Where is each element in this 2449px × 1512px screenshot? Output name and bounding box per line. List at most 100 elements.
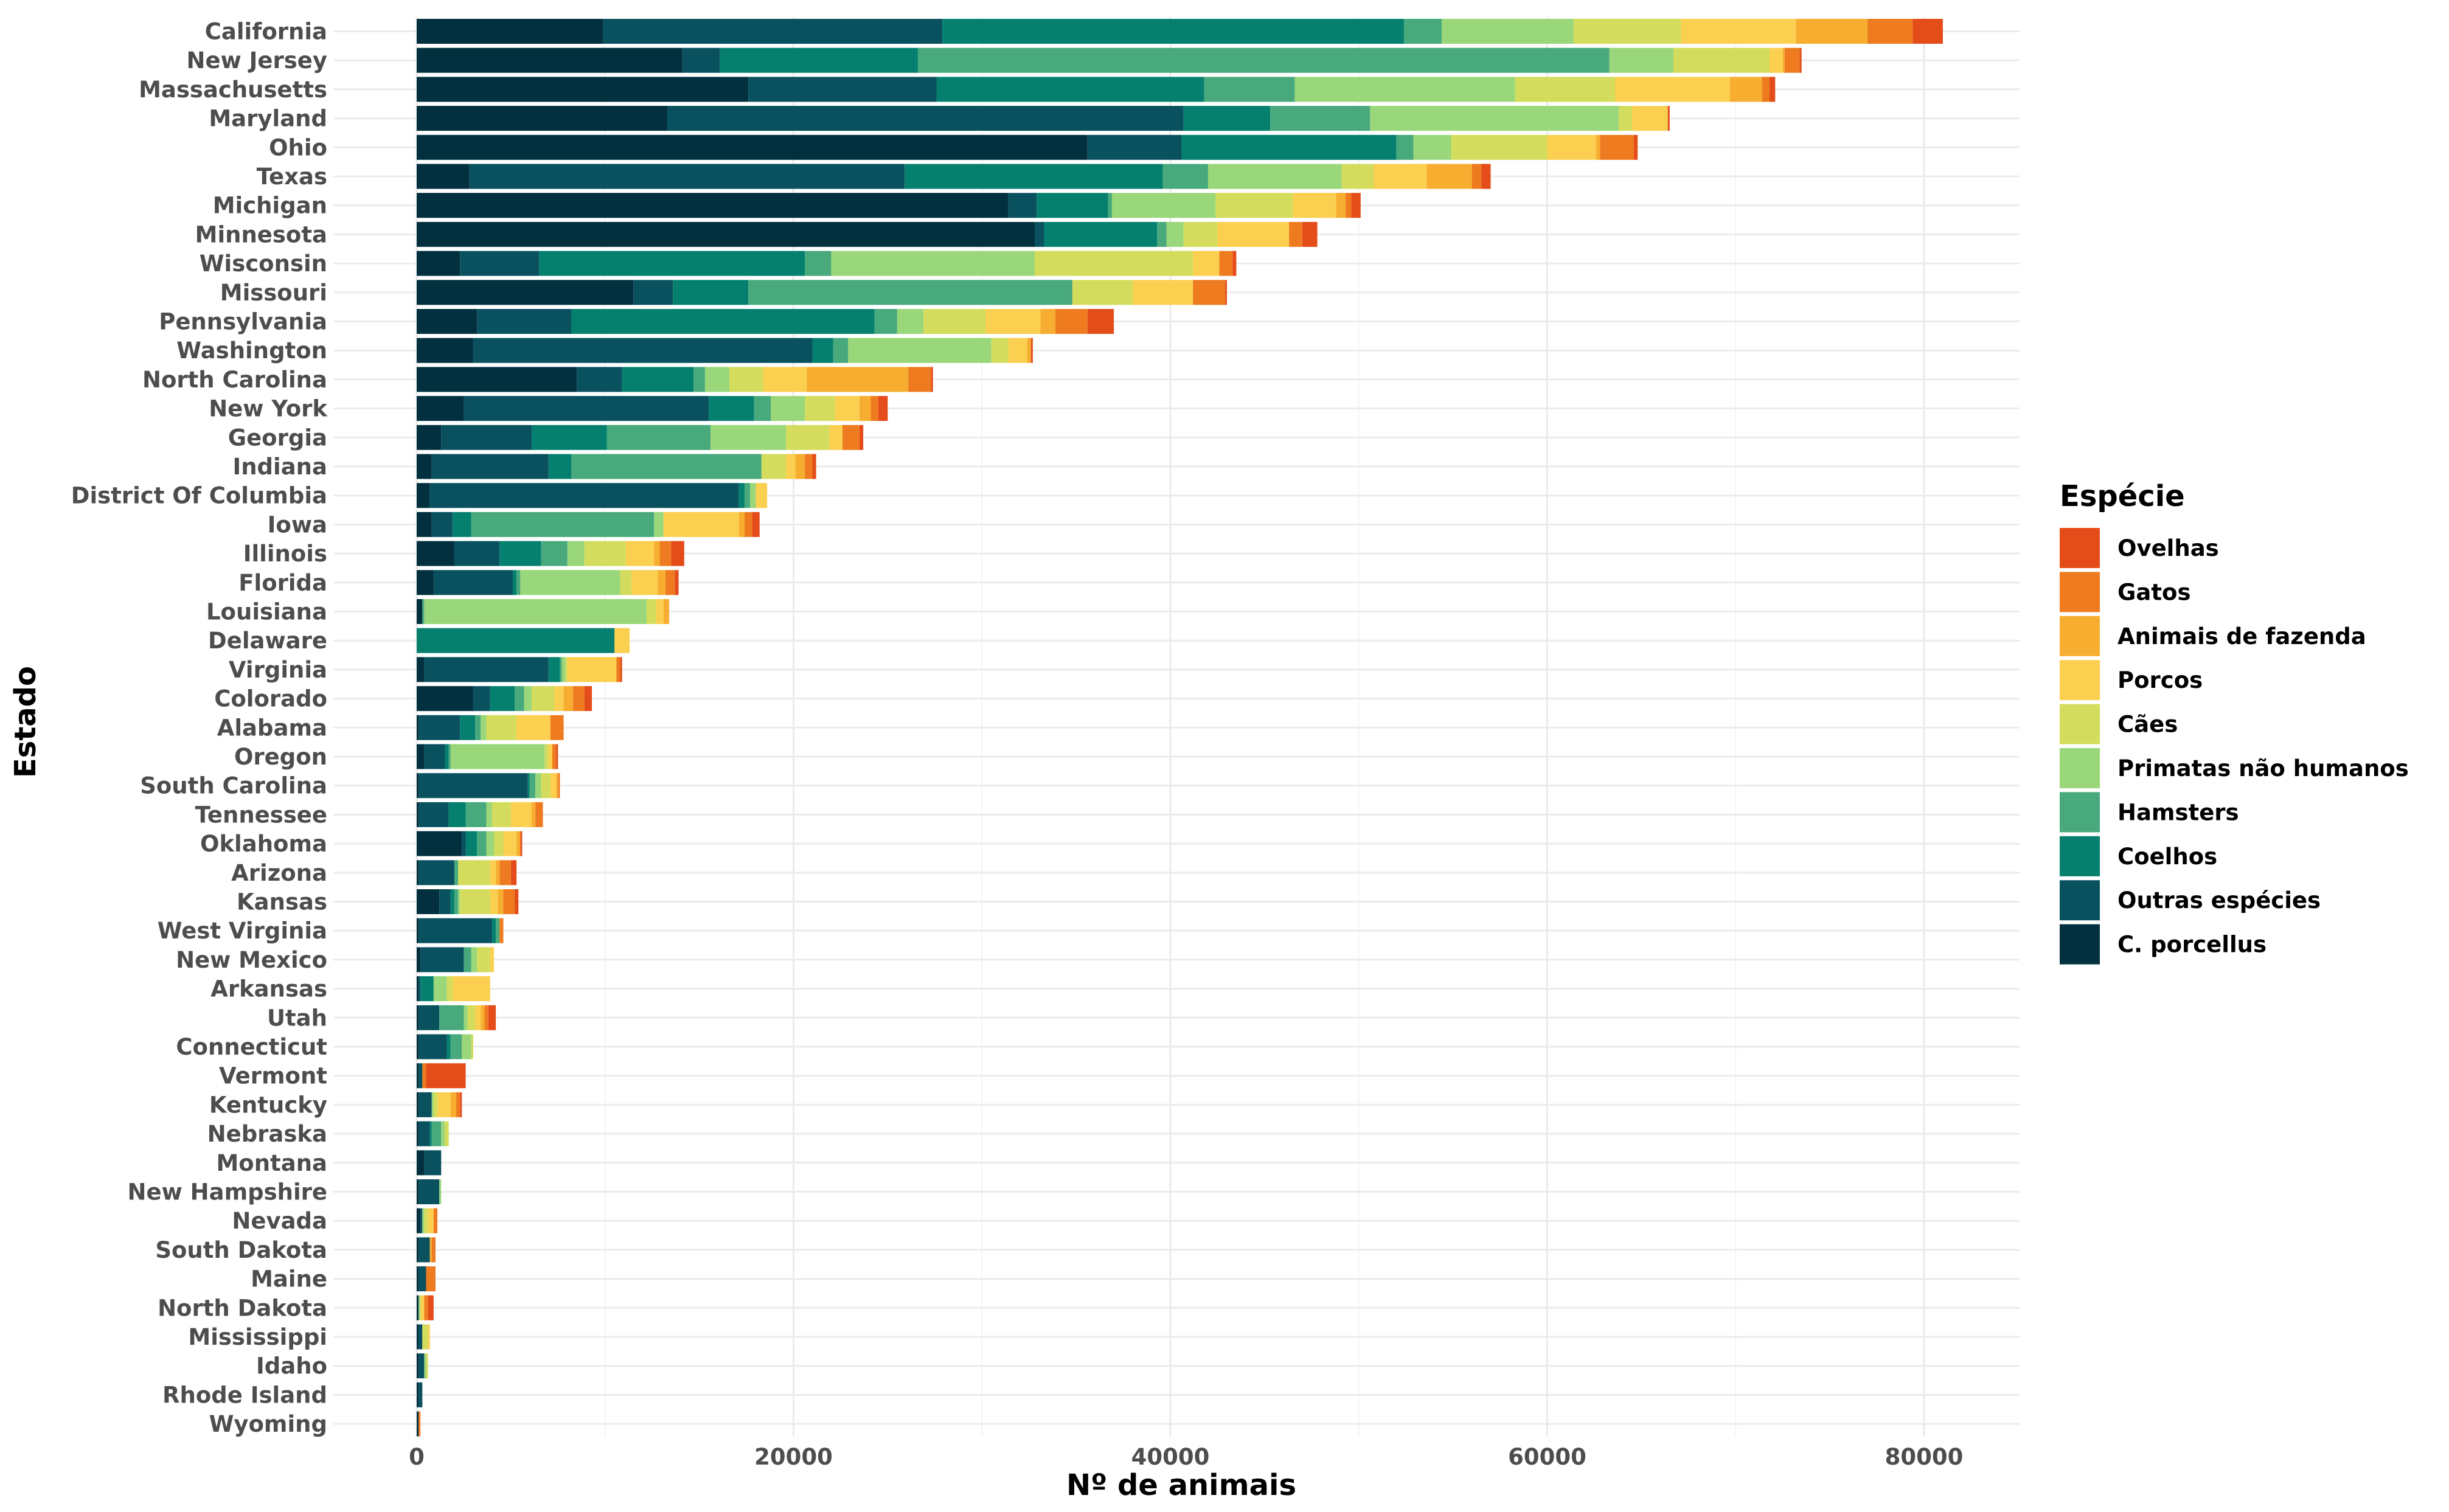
bar-segment-outras-esp-cies: [1008, 193, 1037, 218]
bar-segment-outras-esp-cies: [433, 570, 513, 595]
bar-row-indiana: [417, 454, 816, 479]
bar-segment-hamsters: [431, 1121, 442, 1146]
bar-row-new-jersey: [417, 47, 1802, 73]
bar-segment-outras-esp-cies: [419, 1121, 430, 1146]
bar-segment-ovelhas: [1770, 77, 1776, 102]
bar-segment-coelhos: [531, 425, 607, 450]
bar-segment-primatas-n-o-humanos: [535, 773, 541, 799]
bar-segment-coelhos: [1183, 106, 1271, 131]
y-tick-label: Colorado: [214, 686, 327, 712]
bar-segment-porcos: [835, 396, 860, 421]
bar-segment-porcos: [428, 1324, 430, 1350]
bar-segment-primatas-n-o-humanos: [704, 367, 730, 392]
bar-row-connecticut: [417, 1034, 473, 1059]
bar-row-new-york: [417, 396, 888, 421]
bar-segment-c-porcellus: [417, 541, 454, 566]
bar-segment-gatos: [659, 541, 672, 566]
bar-segment-c-porcellus: [417, 1121, 419, 1146]
y-tick-label: Mississippi: [188, 1324, 327, 1350]
bar-segment-porcos: [550, 773, 557, 799]
bar-row-kentucky: [417, 1092, 462, 1117]
y-tick-label: Texas: [257, 164, 327, 190]
bar-segment-hamsters: [571, 454, 762, 479]
bar-segment-primatas-n-o-humanos: [486, 802, 492, 827]
y-tick-label: Louisiana: [206, 599, 327, 625]
bar-segment-primatas-n-o-humanos: [1166, 221, 1184, 247]
bar-segment-gatos: [1193, 280, 1225, 305]
legend-label: Outras espécies: [2117, 887, 2321, 914]
bar-segment-hamsters: [454, 860, 459, 886]
bar-segment-coelhos: [548, 454, 571, 479]
bar-segment-gatos: [503, 889, 515, 914]
bar-segment-gatos: [422, 1063, 426, 1089]
bar-segment-coelhos: [492, 918, 496, 943]
bar-segment-c-porcellus: [417, 47, 683, 73]
bar-segment-c-es: [729, 367, 763, 392]
bar-segment-hamsters: [422, 599, 425, 624]
legend-swatch: [2060, 528, 2100, 568]
bar-segment-c-es: [471, 1034, 473, 1059]
bar-segment-hamsters: [448, 744, 451, 769]
bar-segment-c-es: [991, 338, 1009, 363]
bar-segment-c-es: [565, 657, 568, 682]
legend-swatch: [2060, 704, 2100, 744]
y-tick-label: Maine: [251, 1266, 327, 1292]
y-tick-label: California: [205, 19, 327, 45]
bar-segment-ovelhas: [1224, 280, 1227, 305]
bar-segment-porcos: [1681, 19, 1796, 44]
y-tick-label: Nevada: [232, 1208, 327, 1234]
bar-segment-c-es: [477, 947, 490, 973]
bar-row-virginia: [417, 657, 622, 682]
bar-segment-primatas-n-o-humanos: [520, 570, 620, 595]
bar-segment-c-porcellus: [417, 1237, 419, 1263]
bar-segment-hamsters: [744, 483, 751, 508]
bar-segment-primatas-n-o-humanos: [462, 1034, 471, 1059]
bar-segment-outras-esp-cies: [473, 686, 490, 712]
bar-segment-c-porcellus: [417, 1353, 419, 1379]
bar-segment-primatas-n-o-humanos: [1442, 19, 1574, 44]
y-tick-label: Maryland: [209, 106, 327, 132]
bar-segment-gatos: [558, 773, 560, 799]
bar-segment-gatos: [499, 918, 504, 943]
x-axis-title: Nº de animais: [1066, 1468, 1296, 1502]
bar-segment-porcos: [1293, 193, 1336, 218]
bar-segment-hamsters: [1162, 164, 1208, 189]
bar-segment-coelhos: [490, 686, 515, 712]
bar-segment-outras-esp-cies: [473, 338, 813, 363]
bar-segment-porcos: [420, 1295, 425, 1320]
bar-segment-coelhos: [429, 1121, 432, 1146]
bar-segment-coelhos: [445, 744, 449, 769]
bar-segment-animais-de-fazenda: [654, 541, 660, 566]
bar-segment-primatas-n-o-humanos: [471, 947, 478, 973]
bar-segment-porcos: [490, 889, 498, 914]
bar-segment-c-es: [460, 889, 490, 914]
bar-segment-c-es: [424, 1208, 428, 1233]
bar-segment-coelhos: [571, 309, 875, 334]
bar-segment-porcos: [663, 512, 739, 537]
bar-segment-gatos: [1219, 251, 1233, 276]
bar-segment-c-es: [458, 860, 490, 886]
bar-segment-hamsters: [496, 918, 500, 943]
bar-segment-c-porcellus: [417, 1266, 419, 1292]
bar-segment-primatas-n-o-humanos: [1294, 77, 1515, 102]
legend-item: Outras espécies: [2060, 880, 2321, 921]
y-tick-label: Illinois: [243, 541, 327, 567]
bar-segment-c-es: [805, 396, 835, 421]
bar-segment-c-porcellus: [417, 280, 634, 305]
bar-segment-hamsters: [454, 889, 459, 914]
x-tick-label: 60000: [1508, 1444, 1586, 1470]
bar-segment-primatas-n-o-humanos: [750, 483, 756, 508]
bar-row-illinois: [417, 541, 684, 566]
bar-segment-hamsters: [465, 802, 487, 827]
bar-row-nebraska: [417, 1121, 449, 1146]
bar-row-north-dakota: [417, 1295, 434, 1320]
bar-segment-gatos: [573, 686, 585, 712]
bar-segment-porcos: [490, 947, 494, 973]
bar-segment-ovelhas: [1232, 251, 1237, 276]
bar-segment-coelhos: [512, 570, 517, 595]
bar-segment-hamsters: [515, 686, 524, 712]
bar-row-maine: [417, 1266, 436, 1292]
y-tick-label: District Of Columbia: [71, 483, 327, 509]
bar-segment-gatos: [426, 1266, 436, 1292]
legend-swatch: [2060, 616, 2100, 656]
